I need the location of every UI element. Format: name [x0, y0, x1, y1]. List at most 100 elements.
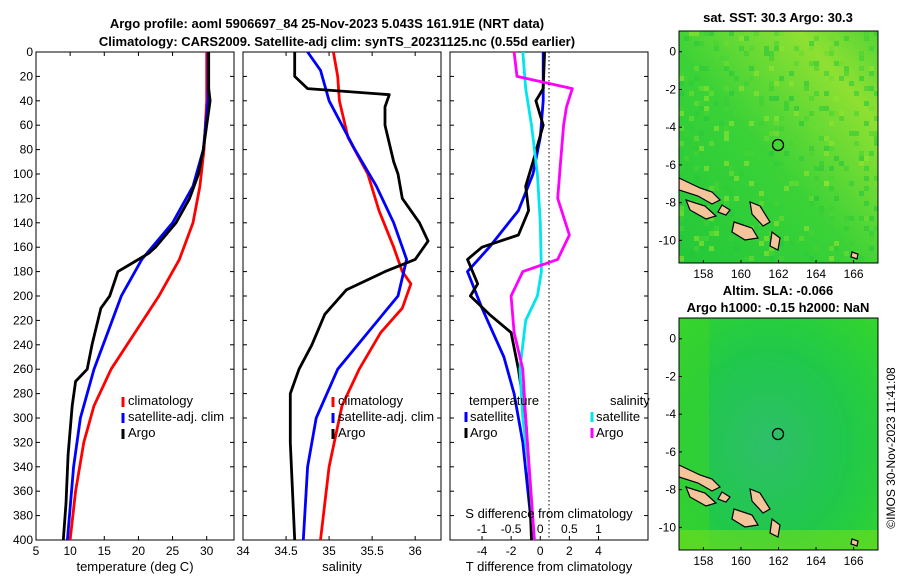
x-tick-label: 5: [33, 544, 40, 558]
t-difference-axis-label: T difference from climatology: [466, 559, 633, 574]
lat-tick-label: -4: [665, 120, 676, 134]
depth-tick-label: 300: [13, 411, 33, 425]
temperature-chart: 5 10 15 20 25 30: [33, 52, 214, 558]
lat-tick-label: -10: [659, 520, 677, 534]
s-tick-label: 0.5: [561, 522, 578, 536]
x-tick-label: 20: [132, 544, 146, 558]
depth-tick-label: 20: [20, 69, 34, 83]
argo-location-marker: [771, 138, 785, 152]
lat-tick-label: -10: [659, 233, 677, 247]
salinity-legend: climatology satellite-adj. clim Argo: [331, 393, 434, 440]
island-shapes: [679, 464, 859, 547]
s-tick-label: 1: [595, 522, 602, 536]
x-tick-label: -2: [506, 544, 517, 558]
lon-tick-label: 158: [693, 267, 713, 281]
lat-tick-label: 0: [669, 45, 676, 59]
legend-climatology: climatology: [128, 393, 194, 408]
lon-tick-label: 160: [731, 267, 751, 281]
legend-temperature-title: temperature: [469, 393, 539, 408]
series-line-t-argo: [466, 51, 546, 541]
x-tick-label: 25: [166, 544, 180, 558]
depth-tick-label: 280: [13, 387, 33, 401]
sst-map-title: sat. SST: 30.3 Argo: 30.3: [703, 10, 853, 25]
depth-tick-label: 260: [13, 362, 33, 376]
temperature-axis-label: temperature (deg C): [76, 559, 193, 574]
island-shapes: [679, 177, 859, 260]
x-tick-label: 36: [408, 544, 422, 558]
s-difference-axis-label: S difference from climatology: [465, 506, 633, 521]
lat-tick-label: -2: [665, 82, 676, 96]
difference-legend: temperature satellite Argo salinity sate…: [464, 393, 650, 521]
legend-t-satellite: satellite: [470, 409, 514, 424]
x-tick-label: 15: [98, 544, 112, 558]
x-tick-label: 35: [322, 544, 336, 558]
temperature-legend: climatology satellite-adj. clim Argo: [121, 393, 224, 440]
x-tick-label: 34: [236, 544, 250, 558]
legend-s-satellite: satellite: [596, 409, 640, 424]
series-line-argo: [288, 52, 430, 541]
figure-title-line2: Climatology: CARS2009. Satellite-adj cli…: [99, 34, 575, 49]
depth-tick-label: 340: [13, 460, 33, 474]
legend-satellite-clim: satellite-adj. clim: [128, 409, 224, 424]
legend-s-argo: Argo: [596, 425, 623, 440]
legend-climatology: climatology: [338, 393, 404, 408]
lon-tick-label: 164: [806, 554, 826, 568]
series-line-satellite-adj-clim: [301, 51, 409, 541]
x-tick-label: 4: [595, 544, 602, 558]
figure-title-line1: Argo profile: aoml 5906697_84 25-Nov-202…: [110, 16, 544, 31]
s-tick-label: -1: [477, 522, 488, 536]
depth-tick-label: 100: [13, 167, 33, 181]
x-tick-label: 10: [63, 544, 77, 558]
lon-tick-label: 166: [844, 267, 864, 281]
x-tick-label: 34.5: [274, 544, 298, 558]
salinity-chart: 34 34.5 35 35.5 36: [236, 51, 430, 558]
series-line-satellite-adj-clim: [66, 52, 210, 541]
depth-tick-label: 80: [20, 143, 34, 157]
depth-tick-label: 200: [13, 289, 33, 303]
legend-satellite-clim: satellite-adj. clim: [338, 409, 434, 424]
lon-tick-label: 162: [768, 267, 788, 281]
sst-map: sat. SST: 30.3 Argo: 30.3 158 160 162 164 16…: [659, 10, 879, 281]
s-tick-label: -0.5: [501, 522, 522, 536]
lat-tick-label: -6: [665, 445, 676, 459]
lon-tick-label: 158: [693, 554, 713, 568]
salinity-axis-label: salinity: [322, 559, 362, 574]
legend-argo: Argo: [128, 425, 155, 440]
series-line-s-argo: [509, 51, 574, 541]
depth-tick-label: 220: [13, 313, 33, 327]
legend-salinity-title: salinity: [610, 393, 650, 408]
x-tick-label: 35.5: [360, 544, 384, 558]
lat-tick-label: -8: [665, 483, 676, 497]
series-line-climatology: [68, 52, 209, 541]
depth-tick-label: 40: [20, 94, 34, 108]
s-tick-label: 0: [537, 522, 544, 536]
x-tick-label: 0: [537, 544, 544, 558]
depth-tick-label: 400: [13, 533, 33, 547]
lon-tick-label: 164: [806, 267, 826, 281]
depth-tick-label: 0: [26, 45, 33, 59]
depth-tick-label: 380: [13, 509, 33, 523]
sla-map-title1: Altim. SLA: -0.066: [723, 283, 834, 298]
depth-tick-label: 360: [13, 484, 33, 498]
lat-tick-label: -6: [665, 158, 676, 172]
legend-t-argo: Argo: [470, 425, 497, 440]
argo-location-marker: [771, 427, 785, 441]
x-tick-label: 30: [200, 544, 214, 558]
x-tick-label: 2: [566, 544, 573, 558]
depth-tick-label: 240: [13, 338, 33, 352]
depth-tick-label: 180: [13, 265, 33, 279]
lat-tick-label: -8: [665, 196, 676, 210]
depth-tick-label: 320: [13, 435, 33, 449]
depth-tick-label: 60: [20, 118, 34, 132]
lon-tick-label: 162: [768, 554, 788, 568]
sla-map: Altim. SLA: -0.066 Argo h1000: -0.15 h20…: [659, 283, 879, 568]
lat-tick-label: 0: [669, 332, 676, 346]
lat-tick-label: -2: [665, 369, 676, 383]
lat-tick-label: -4: [665, 407, 676, 421]
imos-watermark: ©IMOS 30-Nov-2023 11:41:08: [884, 367, 898, 529]
depth-tick-label: 120: [13, 191, 33, 205]
legend-argo: Argo: [338, 425, 365, 440]
x-tick-label: -4: [477, 544, 488, 558]
depth-tick-label: 140: [13, 216, 33, 230]
sla-map-title2: Argo h1000: -0.15 h2000: NaN: [687, 300, 870, 315]
